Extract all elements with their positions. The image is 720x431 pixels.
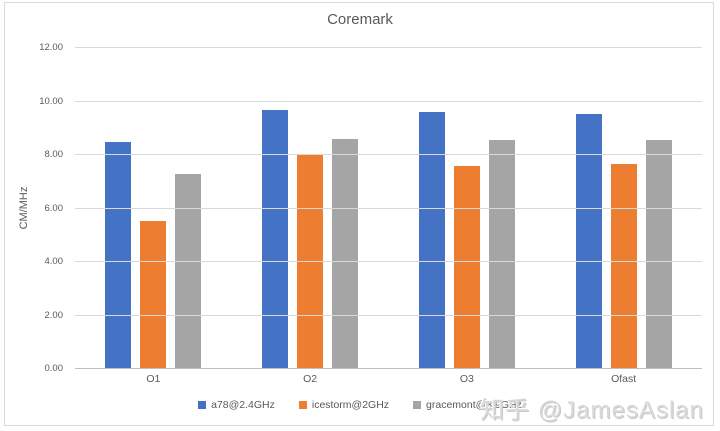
x-tick-label-O2: O2: [303, 373, 318, 385]
legend-swatch-icon: [413, 401, 422, 409]
bar-a78@2.4GHz-Ofast: [575, 113, 602, 369]
legend-label: gracemont@3.9GHz: [426, 399, 522, 411]
legend-item-gracemont@3.9GHz: gracemont@3.9GHz: [413, 399, 522, 411]
bar-a78@2.4GHz-O3: [418, 112, 445, 369]
gridline: [75, 314, 702, 316]
gridline: [75, 261, 702, 262]
bar-gracemont@3.9GHz-O2: [332, 138, 359, 369]
bar-icestorm@2GHz-Ofast: [610, 164, 637, 369]
bar-a78@2.4GHz-O2: [262, 109, 289, 369]
bar-group-O1: [75, 48, 232, 369]
bar-group-O3: [389, 48, 546, 369]
y-tick-label: 6.00: [44, 202, 64, 214]
legend-label: icestorm@2GHz: [311, 399, 390, 411]
legend-label: a78@2.4GHz: [211, 399, 275, 411]
legend-item-a78@2.4GHz: a78@2.4GHz: [198, 399, 275, 411]
legend: a78@2.4GHz icestorm@2GHz gracemont@3.9GHz: [0, 399, 720, 411]
legend-swatch-icon: [298, 401, 307, 409]
bar-icestorm@2GHz-O3: [453, 165, 480, 369]
x-axis-labels: O1 O2 O3 Ofast: [75, 373, 702, 385]
y-tick-label: 8.00: [44, 149, 64, 160]
legend-swatch-icon: [198, 401, 207, 409]
chart-title: Coremark: [327, 11, 393, 28]
bar-gracemont@3.9GHz-Ofast: [645, 140, 672, 369]
bar-a78@2.4GHz-O1: [105, 141, 132, 369]
gridline: [75, 154, 702, 155]
bar-icestorm@2GHz-O1: [140, 220, 167, 369]
y-tick-label: 4.00: [44, 256, 64, 267]
y-tick-label: 0.00: [44, 363, 64, 374]
y-tick-label: 2.00: [44, 309, 64, 321]
bar-icestorm@2GHz-O2: [297, 155, 324, 369]
gridline: [75, 47, 702, 48]
bar-group-O2: [232, 48, 389, 369]
watermark: 知乎 @JamesAslan: [480, 397, 704, 424]
y-tick-label: 10.00: [39, 95, 63, 107]
plot-area: 0.00 2.00 4.00 6.00 8.00 10.00 12.00: [39, 42, 702, 374]
x-tick-label-O1: O1: [146, 373, 161, 385]
gridline: [75, 100, 702, 102]
x-axis-line: [75, 368, 702, 369]
y-tick-label: 12.00: [39, 42, 63, 53]
bar-groups: [75, 48, 702, 369]
bar-gracemont@3.9GHz-O1: [175, 173, 202, 369]
gridline: [75, 207, 702, 209]
bar-gracemont@3.9GHz-O3: [488, 140, 515, 369]
x-tick-label-Ofast: Ofast: [611, 373, 637, 385]
legend-item-icestorm@2GHz: icestorm@2GHz: [298, 399, 390, 411]
x-tick-label-O3: O3: [459, 373, 474, 385]
bar-group-Ofast: [545, 48, 702, 369]
